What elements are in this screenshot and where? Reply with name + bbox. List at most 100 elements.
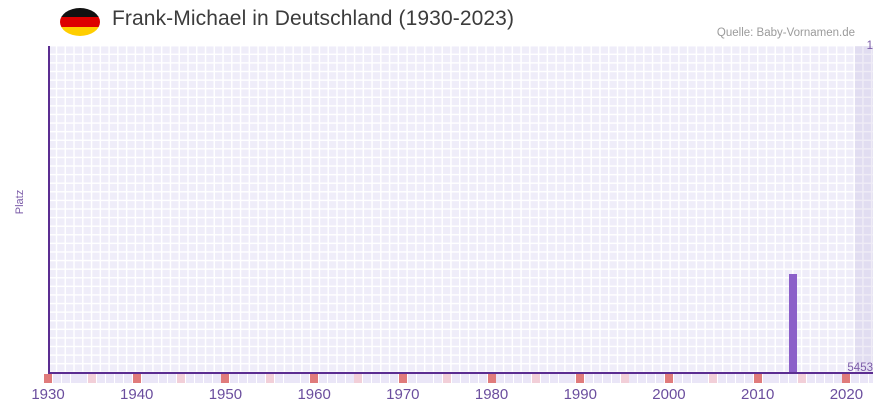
x-tick-1973	[425, 374, 434, 383]
x-tick-2008	[735, 374, 744, 383]
flag-band-black	[60, 8, 100, 18]
x-tick-1990	[576, 374, 585, 383]
x-tick-1986	[540, 374, 549, 383]
x-tick-1932	[61, 374, 70, 383]
x-tick-1971	[407, 374, 416, 383]
flag-band-red	[60, 17, 100, 27]
x-tick-1935	[88, 374, 97, 383]
x-tick-1957	[283, 374, 292, 383]
x-tick-1984	[523, 374, 532, 383]
x-tick-1959	[301, 374, 310, 383]
x-tick-2003	[691, 374, 700, 383]
x-tick-2022	[860, 374, 869, 383]
x-tick-2017	[815, 374, 824, 383]
x-tick-label-1980: 1980	[474, 386, 509, 403]
x-tick-2000	[664, 374, 673, 383]
x-tick-1975	[443, 374, 452, 383]
source-attribution: Quelle: Baby-Vornamen.de	[716, 27, 855, 39]
y-axis-line	[48, 46, 50, 374]
x-tick-1941	[141, 374, 150, 383]
x-tick-2014	[789, 374, 798, 383]
x-tick-label-2010: 2010	[740, 386, 775, 403]
x-tick-1939	[123, 374, 132, 383]
x-tick-1977	[460, 374, 469, 383]
chart-header: Frank-Michael in Deutschland (1930-2023)…	[0, 0, 873, 46]
x-tick-1974	[434, 374, 443, 383]
x-tick-2019	[833, 374, 842, 383]
x-tick-1992	[594, 374, 602, 383]
x-tick-1938	[114, 374, 123, 383]
x-tick-2009	[744, 374, 753, 383]
x-tick-1989	[567, 374, 576, 383]
x-tick-1961	[319, 374, 327, 383]
x-tick-1954	[256, 374, 265, 383]
germany-flag-icon	[60, 8, 100, 36]
x-tick-1983	[514, 374, 523, 383]
x-tick-1937	[106, 374, 115, 383]
x-tick-label-1930: 1930	[31, 386, 65, 403]
y-axis-title: Platz	[14, 189, 26, 215]
x-tick-1958	[292, 374, 301, 383]
x-tick-label-1990: 1990	[563, 386, 597, 403]
x-tick-label-2020: 2020	[829, 386, 864, 403]
x-tick-1967	[372, 374, 381, 383]
x-tick-1947	[194, 374, 203, 383]
shaded-region-band	[855, 46, 873, 373]
x-tick-1944	[168, 374, 177, 383]
x-tick-1956	[274, 374, 283, 383]
x-axis-labels: 1930 1940 1950 1960 1970 1980 1990 2000 2010 2020	[0, 386, 873, 408]
x-tick-1952	[239, 374, 248, 383]
x-tick-1988	[558, 374, 567, 383]
x-tick-1963	[336, 374, 345, 383]
bars-layer	[48, 46, 873, 373]
page-title: Frank-Michael in Deutschland (1930-2023)	[112, 7, 515, 30]
x-tick-1978	[469, 374, 478, 383]
x-tick-1981	[496, 374, 505, 383]
flag-band-gold	[60, 26, 100, 36]
x-tick-2001	[673, 374, 682, 383]
x-tick-1970	[398, 374, 407, 383]
x-tick-1934	[79, 374, 88, 383]
y-tick-label-bottom: 5453	[847, 362, 873, 374]
x-tick-1942	[150, 374, 159, 383]
x-tick-1980	[487, 374, 496, 383]
x-tick-2020	[842, 374, 851, 383]
x-axis-line	[48, 372, 873, 374]
x-tick-2004	[700, 374, 709, 383]
x-tick-1982	[505, 374, 514, 383]
x-tick-2012	[771, 374, 780, 383]
x-tick-2006	[718, 374, 727, 383]
x-tick-2018	[824, 374, 833, 383]
x-tick-1945	[177, 374, 186, 383]
x-tick-1972	[416, 374, 425, 383]
x-tick-2013	[780, 374, 789, 383]
x-tick-1987	[549, 374, 558, 383]
x-tick-1940	[132, 374, 141, 383]
bar-2014[interactable]	[789, 273, 798, 373]
x-tick-1964	[345, 374, 354, 383]
x-tick-1930	[44, 374, 52, 383]
x-tick-1953	[248, 374, 257, 383]
x-tick-1950	[221, 374, 230, 383]
x-tick-2010	[753, 374, 762, 383]
x-tick-2005	[709, 374, 718, 383]
x-tick-2015	[798, 374, 807, 383]
x-tick-1949	[212, 374, 221, 383]
x-tick-1993	[602, 374, 611, 383]
x-tick-label-1970: 1970	[386, 386, 420, 403]
x-tick-1943	[159, 374, 168, 383]
x-tick-label-2000: 2000	[652, 386, 686, 403]
x-tick-1994	[611, 374, 620, 383]
x-tick-1962	[327, 374, 336, 383]
x-tick-1955	[265, 374, 274, 383]
x-tick-1998	[647, 374, 656, 383]
x-tick-1969	[389, 374, 398, 383]
x-tick-1951	[230, 374, 239, 383]
x-tick-1933	[70, 374, 79, 383]
x-tick-1960	[310, 374, 319, 383]
x-tick-1936	[97, 374, 106, 383]
x-tick-1965	[354, 374, 363, 383]
x-tick-1999	[656, 374, 665, 383]
x-tick-1948	[203, 374, 212, 383]
